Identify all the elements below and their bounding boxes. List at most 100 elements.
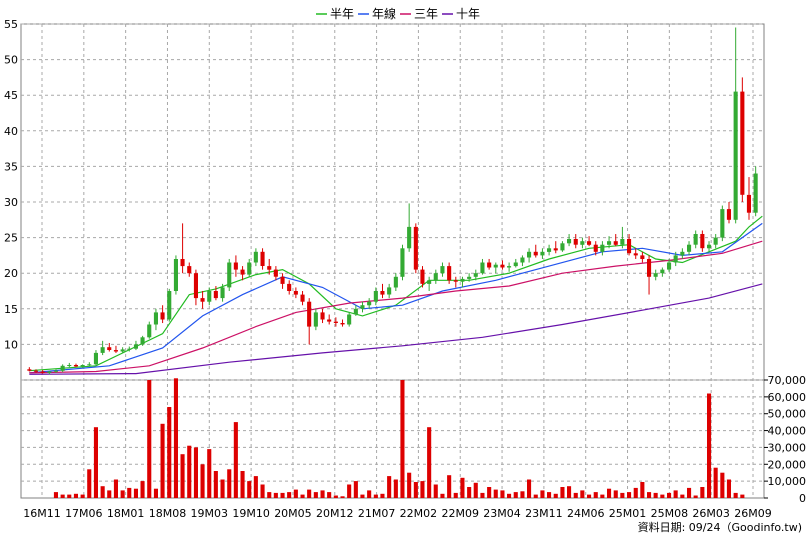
moving-average-lines [29, 215, 763, 375]
candle-body [473, 273, 478, 277]
volume-bar [693, 495, 698, 498]
candle-body [593, 244, 598, 252]
volume-bar [267, 492, 272, 498]
candle-body [500, 264, 505, 268]
volume-bar [147, 380, 152, 498]
ma-line [29, 222, 763, 374]
x-tick-label: 26M09 [734, 507, 772, 520]
candle-body [507, 266, 512, 268]
volume-bar [247, 481, 252, 498]
candle-body [360, 305, 365, 309]
candle-body [540, 251, 545, 256]
candle-body [280, 276, 285, 284]
volume-bar [453, 492, 458, 498]
volume-bar [293, 489, 298, 498]
volume-bar [360, 494, 365, 498]
volume-bar [253, 476, 258, 498]
price-tick-label: 10 [4, 338, 18, 351]
candle-body [467, 276, 472, 279]
candle-body [720, 209, 725, 238]
volume-bar [420, 481, 425, 498]
volume-bar [127, 487, 132, 498]
volume-panel [20, 379, 765, 499]
volume-tick-label: 70,000 [768, 374, 807, 387]
volume-bar [307, 489, 312, 498]
ma-line [29, 283, 763, 375]
volume-bar [700, 487, 705, 498]
candle-body [607, 241, 612, 245]
candle-body [380, 291, 385, 295]
x-tick-label: 23M11 [525, 507, 563, 520]
candle-body [180, 259, 185, 267]
candle-body [700, 234, 705, 249]
candle-body [140, 337, 145, 345]
candle-body [333, 321, 338, 323]
price-tick-label: 20 [4, 267, 18, 280]
candle-body [420, 269, 425, 284]
candle-body [480, 262, 485, 274]
volume-bar [153, 488, 158, 498]
x-tick-label: 22M02 [400, 507, 438, 520]
volume-bars [53, 378, 745, 498]
volume-bar [333, 495, 338, 498]
x-tick-label: 17M06 [65, 507, 103, 520]
candle-body [213, 291, 218, 299]
volume-bar [273, 492, 278, 498]
volume-bar [213, 471, 218, 498]
credit-text: 資料日期: 09/24（Goodinfo.tw) [638, 520, 802, 534]
volume-bar [540, 490, 545, 498]
x-tick-label: 26M03 [692, 507, 730, 520]
volume-bar [407, 472, 412, 498]
volume-bar [173, 378, 178, 498]
volume-bar [433, 484, 438, 498]
volume-bar [280, 492, 285, 498]
volume-bar [627, 492, 632, 498]
candle-body [460, 278, 465, 282]
volume-tick-label: 30,000 [768, 441, 807, 454]
volume-bar [567, 486, 572, 498]
volume-tick-label: 60,000 [768, 391, 807, 404]
candle-body [60, 365, 65, 371]
volume-bar [740, 494, 745, 498]
legend-label: 十年 [456, 7, 480, 21]
candle-body [713, 237, 718, 245]
volume-bar [573, 492, 578, 498]
volume-tick-label: 20,000 [768, 458, 807, 471]
candle-body [547, 248, 552, 252]
candle-body [313, 312, 318, 327]
volume-bar [720, 472, 725, 498]
volume-bar [180, 454, 185, 498]
volume-bar [320, 490, 325, 498]
price-tick-label: 25 [4, 232, 18, 245]
candle-body [127, 348, 132, 350]
volume-tick-label: 40,000 [768, 425, 807, 438]
volume-bar [593, 492, 598, 498]
candle-body [387, 287, 392, 295]
candle-body [167, 291, 172, 320]
candle-body [173, 259, 178, 291]
candle-body [520, 257, 525, 263]
candle-body [327, 319, 332, 322]
x-tick-label: 25M01 [609, 507, 647, 520]
volume-bar [80, 494, 85, 498]
candle-body [27, 369, 32, 371]
volume-bar [600, 494, 605, 498]
volume-bar [500, 490, 505, 498]
x-tick-label: 18M08 [149, 507, 187, 520]
volume-bar [733, 492, 738, 498]
candlesticks [27, 27, 758, 375]
candle-body [40, 371, 45, 373]
price-tick-label: 35 [4, 160, 18, 173]
x-tick-label: 18M01 [107, 507, 145, 520]
candle-body [427, 280, 432, 284]
volume-bar [687, 487, 692, 498]
candle-body [147, 324, 152, 338]
volume-bar [553, 493, 558, 498]
candle-body [373, 291, 378, 302]
volume-bar [413, 482, 418, 498]
volume-bar [67, 494, 72, 498]
candle-body [307, 301, 312, 327]
volume-bar [100, 486, 105, 498]
volume-bar [353, 481, 358, 498]
